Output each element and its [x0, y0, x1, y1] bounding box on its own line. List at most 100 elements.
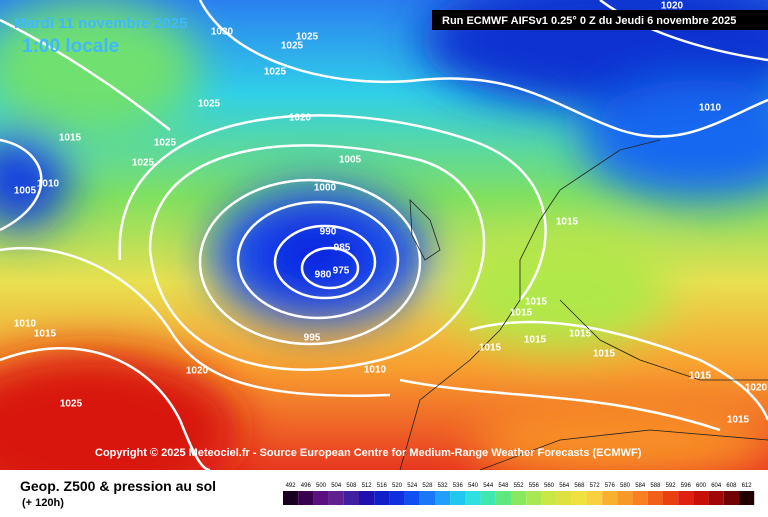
- isobar-label: 1015: [525, 297, 548, 308]
- scale-swatch: [419, 491, 435, 505]
- date: Mardi 11 novembre 2025: [14, 15, 187, 32]
- run-box: [432, 10, 768, 30]
- scale-label: 580: [620, 483, 631, 489]
- isobar-label: 1025: [264, 67, 287, 78]
- scale-label: 508: [346, 483, 357, 489]
- scale-swatch: [602, 491, 618, 505]
- isobar-label: 1015: [59, 133, 82, 144]
- scale-swatch: [571, 491, 587, 505]
- scale-swatch: [465, 491, 481, 505]
- scale-swatch: [693, 491, 709, 505]
- isobar-label: 1000: [314, 183, 337, 194]
- scale-label: 528: [422, 483, 433, 489]
- isobar-labels: 1030 102510251025102510251015102510101005…: [14, 1, 768, 426]
- isobar-label: 1025: [198, 99, 221, 110]
- isobar-label: 1030: [211, 27, 234, 38]
- scale-swatch: [450, 491, 466, 505]
- scale-label: 572: [590, 483, 601, 489]
- scale-swatch: [632, 491, 648, 505]
- isobar-label: 1025: [60, 399, 83, 410]
- isobar-label: 1020: [289, 113, 312, 124]
- isobar-label: 1015: [479, 343, 502, 354]
- scale-swatch: [313, 491, 329, 505]
- scale-label: 532: [438, 483, 449, 489]
- scale-label: 588: [650, 483, 661, 489]
- color-scale: 492 496 500 504 508 512 516 520 524 528 532 536 540 5…: [283, 483, 755, 505]
- isobar-label: 980: [315, 270, 332, 281]
- scale-label: 568: [574, 483, 585, 489]
- scale-label: 560: [544, 483, 555, 489]
- isobar-label: 1015: [34, 329, 57, 340]
- scale-label: 548: [498, 483, 509, 489]
- isobar-label: 1020: [661, 1, 684, 12]
- scale-label: 608: [726, 483, 737, 489]
- run-info: Run ECMWF AIFSv1 0.25° 0 Z du Jeudi 6 no…: [442, 15, 736, 27]
- scale-swatch: [435, 491, 451, 505]
- isobar-label: 1015: [524, 335, 547, 346]
- scale-swatch: [343, 491, 359, 505]
- scale-swatch: [526, 491, 542, 505]
- scale-swatch: [723, 491, 739, 505]
- scale-label: 500: [316, 483, 327, 489]
- isobar-label: 1015: [593, 349, 616, 360]
- isobar-label: 1015: [556, 217, 579, 228]
- scale-label: 576: [605, 483, 616, 489]
- scale-label: 504: [331, 483, 342, 489]
- scale-label: 604: [711, 483, 722, 489]
- scale-label: 600: [696, 483, 707, 489]
- scale-swatch: [663, 491, 679, 505]
- isobar-label: 1015: [689, 371, 712, 382]
- scale-swatch: [328, 491, 344, 505]
- scale-swatch: [495, 491, 511, 505]
- isobars: [0, 0, 768, 470]
- isobar-label: 1020: [745, 383, 768, 394]
- scale-label: 492: [286, 483, 297, 489]
- isobar-label: 1015: [510, 308, 533, 319]
- scale-swatch: [359, 491, 375, 505]
- scale-swatch: [587, 491, 603, 505]
- scale-label: 496: [301, 483, 312, 489]
- isobar-label: 1025: [132, 158, 155, 169]
- isobar-label: 1025: [296, 32, 319, 43]
- scale-label: 520: [392, 483, 403, 489]
- isobar-label: 1025: [281, 41, 304, 52]
- scale-swatch: [647, 491, 663, 505]
- coastlines: [399, 139, 768, 470]
- footer-title: Geop. Z500 & pression au sol: [20, 478, 216, 494]
- scale-label: 612: [742, 483, 753, 489]
- lead-time: (+ 120h): [22, 497, 64, 509]
- scale-swatch: [480, 491, 496, 505]
- scale-label: 584: [635, 483, 646, 489]
- scale-swatch: [678, 491, 694, 505]
- isobar-label: 1010: [364, 365, 387, 376]
- scale-label: 552: [514, 483, 525, 489]
- scale-swatch: [283, 491, 299, 505]
- copyright: Copyright © 2025 Meteociel.fr - Source E…: [95, 447, 642, 459]
- scale-swatch: [298, 491, 314, 505]
- isobar-label: 1020: [186, 366, 209, 377]
- scale-label: 556: [529, 483, 540, 489]
- scale-swatch: [556, 491, 572, 505]
- scale-swatch: [404, 491, 420, 505]
- scale-label: 512: [362, 483, 373, 489]
- isobar-label: 1010: [37, 179, 60, 190]
- isobar-label: 1025: [154, 138, 177, 149]
- scale-swatch: [389, 491, 405, 505]
- isobar-label: 995: [304, 333, 321, 344]
- scale-swatch: [739, 491, 755, 505]
- scale-swatch: [708, 491, 724, 505]
- scale-label: 592: [666, 483, 677, 489]
- isobar-label: 1010: [14, 319, 37, 330]
- scale-swatch: [617, 491, 633, 505]
- isobar-label: 1010: [699, 103, 722, 114]
- scale-swatch: [374, 491, 390, 505]
- isobar-label: 1005: [339, 155, 362, 166]
- scale-label: 540: [468, 483, 479, 489]
- scale-label: 536: [453, 483, 464, 489]
- isobar-label: 990: [320, 227, 337, 238]
- isobar-label: 1005: [14, 186, 37, 197]
- scale-label: 596: [681, 483, 692, 489]
- isobar-label: 985: [334, 243, 351, 254]
- scale-label: 544: [483, 483, 494, 489]
